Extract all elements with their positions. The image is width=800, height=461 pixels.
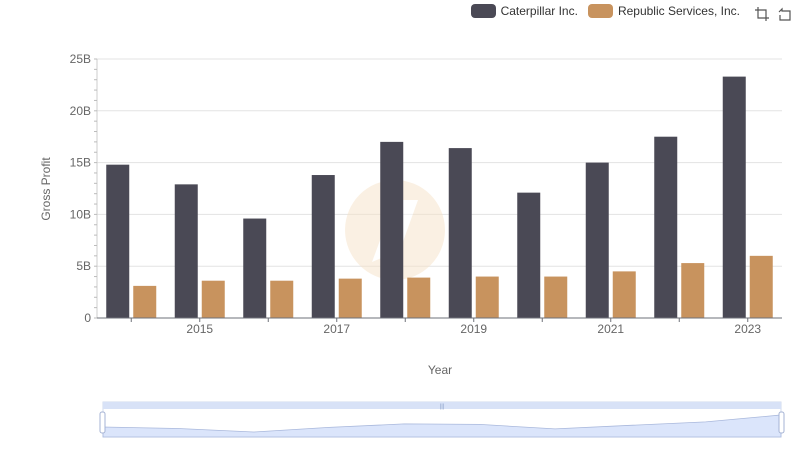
x-axis: 2015 2017 2019 2021 2023 — [97, 317, 782, 336]
legend-item-caterpillar[interactable]: Caterpillar Inc. — [470, 4, 578, 18]
datazoom-move-bar[interactable] — [103, 402, 781, 409]
x-tick-label: 2021 — [597, 322, 624, 336]
bar-caterpillar-2015[interactable] — [174, 184, 198, 318]
legend-item-republic-services[interactable]: Republic Services, Inc. — [587, 4, 740, 18]
toolbox — [754, 6, 792, 22]
legend: Caterpillar Inc. Republic Services, Inc. — [470, 4, 740, 18]
legend-label-caterpillar: Caterpillar Inc. — [500, 4, 578, 18]
bar-republic-services-2015[interactable] — [201, 280, 225, 318]
bar-caterpillar-2023[interactable] — [722, 76, 746, 318]
x-tick-label: 2015 — [186, 322, 213, 336]
legend-swatch-republic-services — [587, 4, 613, 18]
y-tick-label: 0 — [84, 311, 91, 325]
datazoom-left-handle[interactable] — [99, 411, 106, 434]
bar-republic-services-2023[interactable] — [749, 255, 773, 318]
grid-lines — [97, 58, 782, 319]
y-tick-label: 15B — [70, 156, 91, 170]
y-axis-title: Gross Profit — [39, 157, 53, 221]
bar-caterpillar-2018[interactable] — [380, 141, 404, 318]
bars — [106, 76, 773, 318]
datazoom-slider[interactable]: ||| — [99, 401, 785, 438]
y-tick-label: 20B — [70, 104, 91, 118]
y-tick-label: 25B — [70, 52, 91, 66]
x-axis-title: Year — [428, 363, 452, 377]
x-tick-label: 2019 — [460, 322, 487, 336]
bar-caterpillar-2019[interactable] — [448, 148, 472, 318]
bar-republic-services-2016[interactable] — [270, 280, 294, 318]
x-tick-label: 2017 — [323, 322, 350, 336]
bar-republic-services-2017[interactable] — [338, 278, 362, 318]
bar-caterpillar-2017[interactable] — [311, 175, 335, 318]
bar-republic-services-2019[interactable] — [475, 276, 499, 318]
bar-caterpillar-2014[interactable] — [106, 164, 130, 318]
datazoom-move-handle[interactable]: ||| — [440, 404, 445, 410]
zoom-icon[interactable] — [754, 6, 770, 22]
y-axis: 0 5B 10B 15B 20B 25B — [70, 52, 98, 325]
bar-republic-services-2018[interactable] — [407, 277, 431, 318]
legend-swatch-caterpillar — [470, 4, 496, 18]
bar-republic-services-2022[interactable] — [681, 263, 705, 318]
datazoom-data-shadow — [102, 414, 782, 438]
datazoom-right-handle[interactable] — [778, 411, 785, 434]
bar-caterpillar-2016[interactable] — [243, 218, 267, 318]
legend-label-republic-services: Republic Services, Inc. — [617, 4, 740, 18]
bar-caterpillar-2020[interactable] — [517, 192, 541, 318]
restore-icon[interactable] — [776, 6, 792, 22]
bar-caterpillar-2022[interactable] — [654, 136, 678, 318]
x-tick-label: 2023 — [734, 322, 761, 336]
bar-republic-services-2014[interactable] — [133, 285, 157, 318]
y-tick-label: 5B — [76, 259, 91, 273]
bar-republic-services-2020[interactable] — [544, 276, 568, 318]
y-tick-label: 10B — [70, 207, 91, 221]
bar-caterpillar-2021[interactable] — [585, 162, 609, 318]
bar-republic-services-2021[interactable] — [612, 271, 636, 318]
